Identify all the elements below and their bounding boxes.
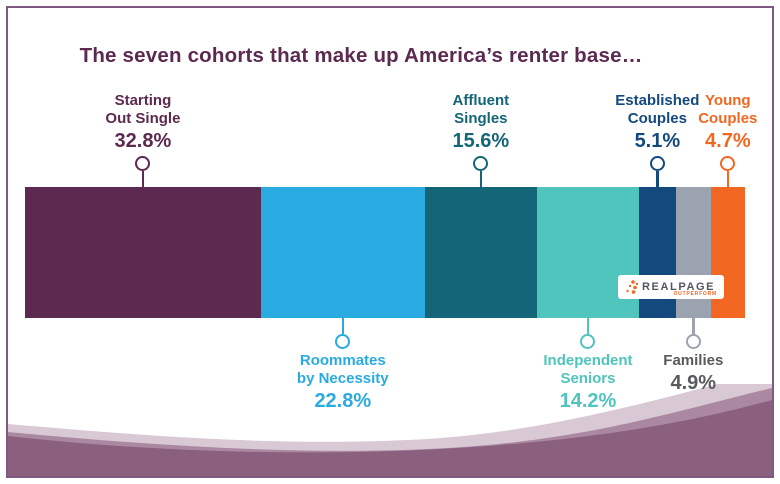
cohort-value: 4.9% [670, 372, 717, 394]
realpage-dots-icon [626, 280, 638, 294]
stacked-bar-chart: Starting Out Single 32.8% Roommates by Neces… [8, 8, 772, 476]
chart-title: The seven cohorts that make up America’s… [79, 44, 643, 67]
callout-dot [720, 156, 736, 171]
bar-segment-roommates-by-necessity [260, 187, 425, 318]
cohort-label: Young Couples [698, 92, 758, 127]
cohort-value: 5.1% [634, 130, 681, 152]
cohort-value: 32.8% [114, 130, 172, 152]
callout-families: Families 4.9% [623, 318, 763, 395]
callout-dot [580, 334, 596, 349]
slide-border-frame: The seven cohorts that make up America’s… [6, 6, 774, 478]
cohort-label: Roommates by Necessity [296, 352, 389, 387]
callout-dot [135, 156, 151, 171]
cohort-label: Affluent Singles [452, 92, 510, 127]
callout-dot [335, 334, 351, 349]
cohort-label: Independent Seniors [543, 352, 633, 387]
cohort-label: Families [663, 352, 724, 369]
callout-stem [141, 171, 145, 187]
callout-starting-out-single: Starting Out Single 32.8% [73, 91, 213, 187]
callout-young-couples: Young Couples 4.7% [658, 91, 772, 187]
callout-dot [685, 334, 701, 349]
decorative-wave [8, 384, 772, 476]
callout-stem [479, 171, 483, 187]
bar-segment-starting-out-single [25, 187, 261, 318]
cohort-value: 15.6% [452, 130, 510, 152]
cohort-value: 14.2% [559, 390, 617, 412]
callout-stem [692, 318, 695, 334]
realpage-logo: REALPAGE OUTPERFORM [618, 275, 724, 299]
callout-stem [586, 318, 590, 334]
callout-established-couples: Established Couples 5.1% [587, 91, 727, 187]
callout-stem [656, 171, 659, 187]
callout-stem [341, 318, 345, 334]
bar-segment-affluent-singles [424, 187, 537, 318]
wave-dark-layer [8, 400, 772, 476]
cohort-value: 4.7% [705, 130, 751, 152]
realpage-tagline: OUTPERFORM [673, 291, 717, 297]
callout-stem [726, 171, 730, 187]
callout-roommates-by-necessity: Roommates by Necessity 22.8% [273, 318, 413, 413]
realpage-logo-text: REALPAGE [642, 281, 716, 293]
callout-affluent-singles: Affluent Singles 15.6% [411, 91, 551, 187]
callout-dot [473, 156, 489, 171]
callout-independent-seniors: Independent Seniors 14.2% [518, 318, 658, 413]
callout-dot [649, 156, 665, 171]
cohort-label: Starting Out Single [105, 92, 181, 127]
stacked-bar [25, 187, 745, 318]
cohort-value: 22.8% [314, 390, 372, 412]
cohort-label: Established Couples [615, 92, 700, 127]
